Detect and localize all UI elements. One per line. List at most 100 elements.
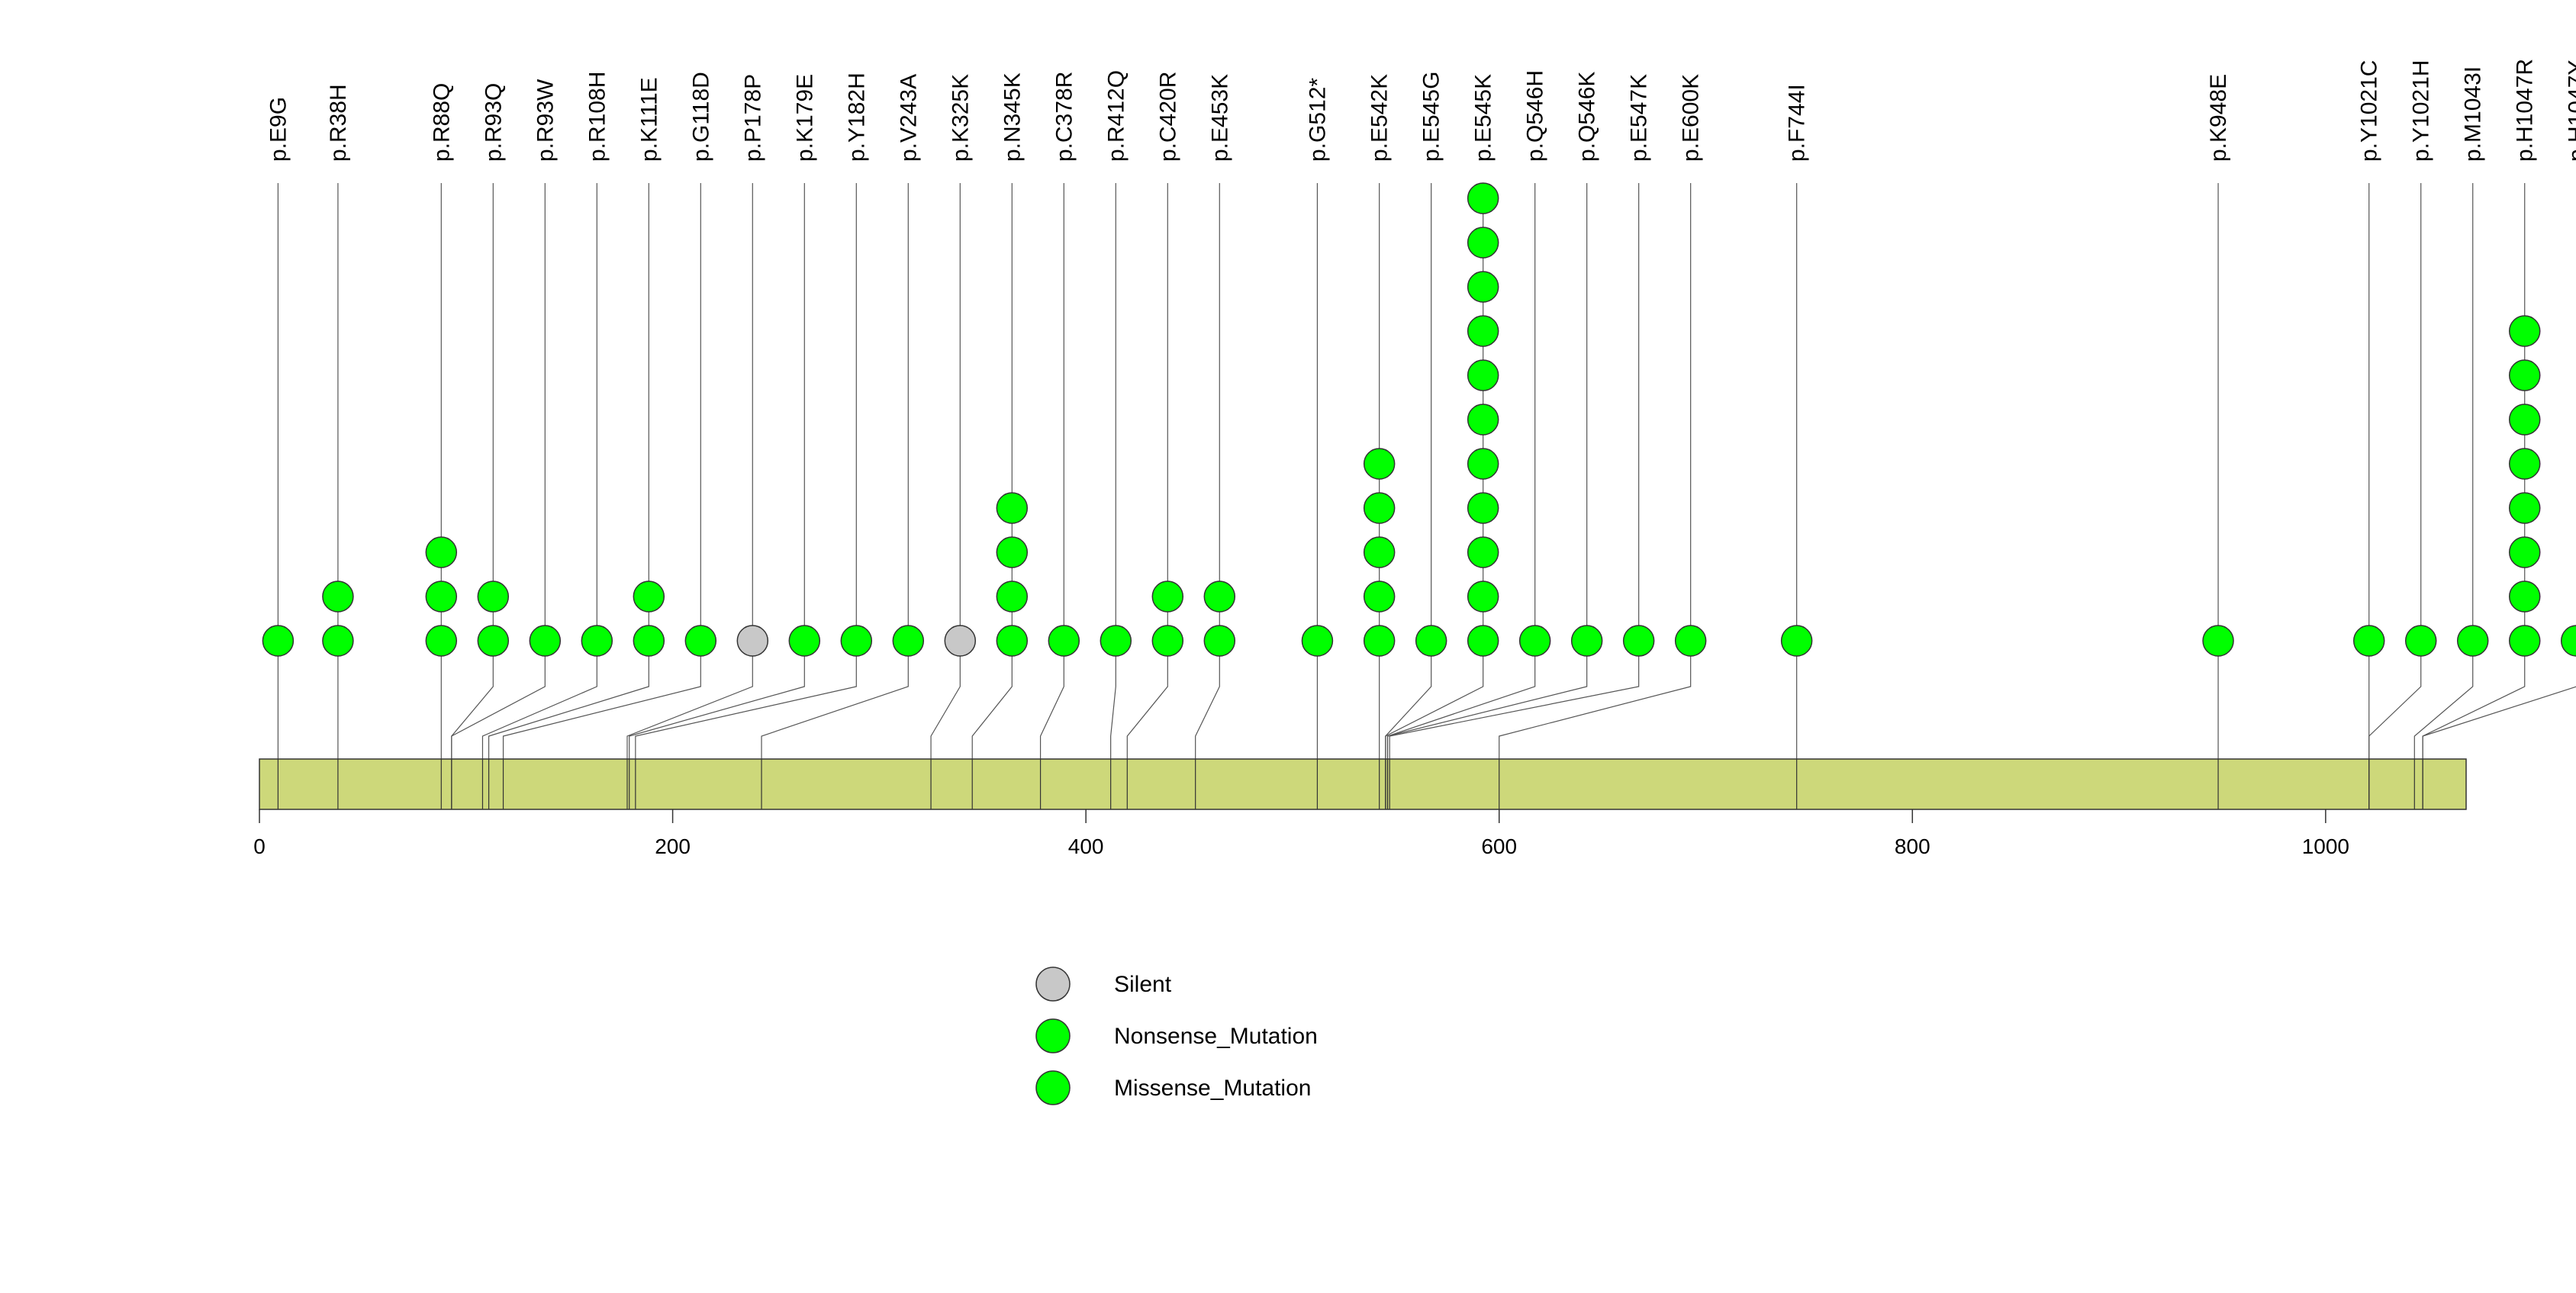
connector-line <box>930 641 961 759</box>
mutation-dot <box>996 536 1029 568</box>
mutation-dot <box>2508 315 2541 347</box>
mutation-label: p.R412Q <box>1103 70 1129 162</box>
mutation-dot <box>1467 271 1499 303</box>
connector-line <box>761 641 909 759</box>
mutation-dot <box>892 625 925 657</box>
mutation-dot <box>1467 404 1499 436</box>
mutation-dot <box>425 625 458 657</box>
connector-line <box>488 641 649 759</box>
axis-tick-label: 800 <box>1895 835 1930 858</box>
mutation-label: p.F744I <box>1785 84 1810 162</box>
mutation-label: p.G512* <box>1305 78 1330 162</box>
connector-line <box>1386 641 1588 759</box>
mutation-dot <box>1467 581 1499 613</box>
connector-line <box>1110 641 1116 759</box>
mutation-label: p.R93W <box>533 79 558 162</box>
mutation-dot <box>1363 492 1396 524</box>
mutation-dot <box>322 581 354 613</box>
mutation-label: p.G118D <box>688 72 713 162</box>
mutation-dot <box>2508 404 2541 436</box>
mutation-label: p.K325K <box>948 74 973 162</box>
mutation-dot <box>996 581 1029 613</box>
mutation-dot <box>322 625 354 657</box>
stem-lines <box>277 183 2526 641</box>
mutation-dot <box>1674 625 1707 657</box>
mutation-dot <box>1622 625 1655 657</box>
x-axis: 0 200 400 600 800 1000 <box>253 809 2349 858</box>
mutation-label: p.Q546H <box>1523 70 1548 162</box>
legend-label: Silent <box>1114 972 1172 997</box>
mutation-label: p.Q546K <box>1575 72 1600 162</box>
mutation-dot <box>1570 625 1603 657</box>
mutation-dot <box>633 581 665 613</box>
mutation-dots <box>262 182 2576 657</box>
mutation-dot <box>996 492 1029 524</box>
mutation-label: p.R88Q <box>429 83 454 162</box>
mutation-label: p.C378R <box>1051 72 1077 162</box>
mutation-dot <box>1518 625 1551 657</box>
mutation-dot <box>1467 315 1499 347</box>
mutation-dot <box>1203 625 1236 657</box>
axis-tick-label: 600 <box>1481 835 1517 858</box>
mutation-dot <box>425 536 458 568</box>
mutation-dot <box>477 581 510 613</box>
mutation-dot <box>2508 448 2541 480</box>
mutation-dot <box>1151 625 1184 657</box>
axis-tick-label: 0 <box>253 835 266 858</box>
mutation-dot <box>2456 625 2489 657</box>
connector-line <box>1385 641 1484 759</box>
mutation-dot <box>262 625 295 657</box>
mutation-dot <box>2508 492 2541 524</box>
mutation-dot <box>840 625 873 657</box>
mutation-dot <box>1203 581 1236 613</box>
mutation-label: p.E542K <box>1367 74 1393 162</box>
mutation-label: p.R93Q <box>481 83 506 162</box>
connector-line <box>502 641 701 759</box>
legend-swatch <box>1035 1070 1071 1105</box>
mutation-label: p.P178P <box>740 74 765 162</box>
mutation-label: p.R38H <box>326 84 351 162</box>
axis-tick-label: 400 <box>1068 835 1104 858</box>
mutation-label: p.E453K <box>1207 74 1232 162</box>
mutation-dot <box>1151 581 1184 613</box>
connector-line <box>481 641 597 759</box>
mutation-dot <box>1363 536 1396 568</box>
mutation-label: p.Y1021C <box>2357 60 2382 162</box>
mutation-label: p.C420R <box>1155 72 1180 162</box>
mutation-dot <box>1467 227 1499 259</box>
mutation-dot <box>1363 581 1396 613</box>
axis-tick-label: 200 <box>655 835 691 858</box>
mutation-label: p.K948E <box>2206 74 2231 162</box>
mutation-dot <box>1048 625 1080 657</box>
mutation-dot <box>1467 625 1499 657</box>
mutation-dot <box>788 625 821 657</box>
mutation-label: p.E545K <box>1471 74 1496 162</box>
mutation-dot <box>1363 625 1396 657</box>
connector-line <box>626 641 753 759</box>
connector-line <box>971 641 1013 759</box>
mutation-dot <box>1780 625 1813 657</box>
connector-line <box>2413 641 2474 759</box>
mutation-dot <box>2560 625 2576 657</box>
mutation-label: p.E600K <box>1679 74 1704 162</box>
mutation-dot <box>2202 625 2234 657</box>
mutation-label: p.N345K <box>1000 72 1025 162</box>
legend: Silent Nonsense_Mutation Missense_Mutation <box>1035 967 1318 1105</box>
mutation-dot <box>1301 625 1334 657</box>
mutation-label: p.Y182H <box>844 72 869 162</box>
mutation-label: p.V243A <box>896 74 921 162</box>
mutation-dot <box>996 625 1029 657</box>
mutation-dot <box>1467 359 1499 391</box>
mutation-dot <box>477 625 510 657</box>
axis-tick-label: 1000 <box>2302 835 2349 858</box>
connector-line <box>2422 641 2526 759</box>
connector-line <box>2368 641 2422 759</box>
mutation-dot <box>633 625 665 657</box>
mutation-dot <box>684 625 717 657</box>
mutation-label: p.E547K <box>1627 74 1652 162</box>
mutation-label: p.R108H <box>584 72 610 162</box>
connector-line <box>1386 641 1536 759</box>
mutation-dot <box>1100 625 1132 657</box>
mutation-dot <box>2508 536 2541 568</box>
